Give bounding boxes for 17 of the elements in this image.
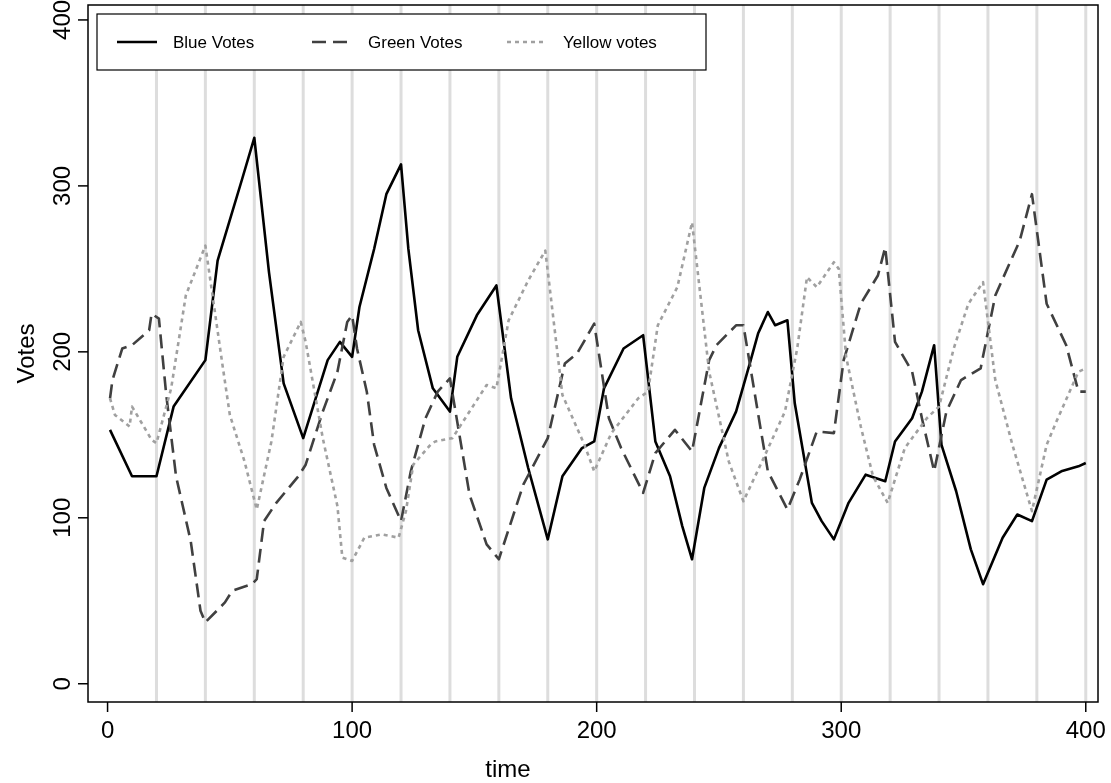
y-tick-label: 100	[48, 497, 75, 538]
x-tick-label: 200	[576, 716, 617, 743]
y-tick-label: 0	[48, 677, 75, 691]
line-series	[108, 192, 1088, 624]
legend-label: Yellow votes	[563, 33, 657, 52]
x-axis-title: time	[485, 755, 531, 782]
y-tick-label: 300	[48, 165, 75, 206]
y-tick-label: 400	[48, 0, 75, 40]
x-tick-label: 0	[100, 716, 115, 743]
y-axis-title: Votes	[12, 323, 39, 384]
y-tick-label: 200	[48, 331, 75, 372]
x-tick-label: 300	[821, 716, 862, 743]
legend-label: Green Votes	[368, 33, 463, 52]
legend-label: Blue Votes	[173, 33, 255, 52]
x-tick-label: 400	[1065, 716, 1106, 743]
line-series	[108, 136, 1088, 586]
x-tick-label: 100	[332, 716, 373, 743]
